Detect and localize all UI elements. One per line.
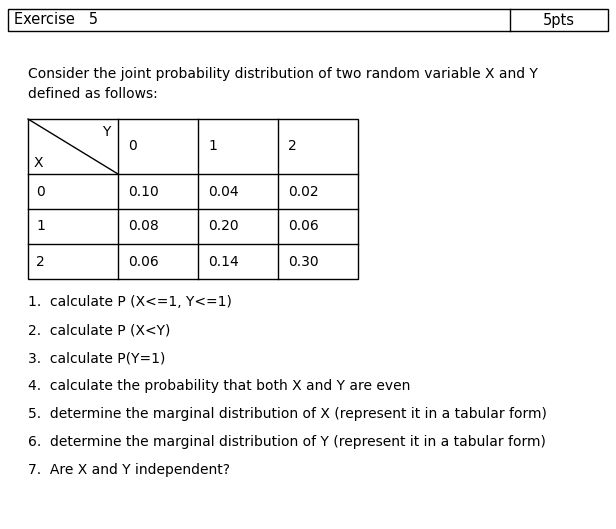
- Text: 1: 1: [208, 140, 217, 153]
- Text: 0: 0: [128, 140, 137, 153]
- Text: 2: 2: [288, 140, 297, 153]
- Text: 0.14: 0.14: [208, 254, 239, 269]
- Bar: [28, 119, 358, 279]
- Text: 0.02: 0.02: [288, 185, 318, 198]
- Bar: [8, 9, 608, 31]
- Text: 6.  determine the marginal distribution of Y (represent it in a tabular form): 6. determine the marginal distribution o…: [28, 435, 546, 449]
- Text: 4.  calculate the probability that both X and Y are even: 4. calculate the probability that both X…: [28, 379, 410, 393]
- Text: 3.  calculate P(Y=1): 3. calculate P(Y=1): [28, 351, 165, 365]
- Text: 0.08: 0.08: [128, 220, 159, 233]
- Text: defined as follows:: defined as follows:: [28, 87, 158, 101]
- Text: Exercise   5: Exercise 5: [14, 13, 98, 28]
- Text: 0.20: 0.20: [208, 220, 238, 233]
- Text: 2: 2: [36, 254, 45, 269]
- Text: 0.30: 0.30: [288, 254, 318, 269]
- Text: 0: 0: [36, 185, 45, 198]
- Text: 5pts: 5pts: [543, 13, 575, 28]
- Text: 2.  calculate P (X<Y): 2. calculate P (X<Y): [28, 323, 171, 337]
- Text: 0.10: 0.10: [128, 185, 159, 198]
- Text: 0.06: 0.06: [288, 220, 318, 233]
- Text: Consider the joint probability distribution of two random variable X and Y: Consider the joint probability distribut…: [28, 67, 538, 81]
- Text: 1.  calculate P (X<=1, Y<=1): 1. calculate P (X<=1, Y<=1): [28, 295, 232, 309]
- Text: 1: 1: [36, 220, 45, 233]
- Text: 0.04: 0.04: [208, 185, 238, 198]
- Text: 5.  determine the marginal distribution of X (represent it in a tabular form): 5. determine the marginal distribution o…: [28, 407, 547, 421]
- Text: Y: Y: [102, 125, 110, 139]
- Text: 7.  Are X and Y independent?: 7. Are X and Y independent?: [28, 463, 230, 477]
- Text: 0.06: 0.06: [128, 254, 159, 269]
- Text: X: X: [34, 156, 44, 170]
